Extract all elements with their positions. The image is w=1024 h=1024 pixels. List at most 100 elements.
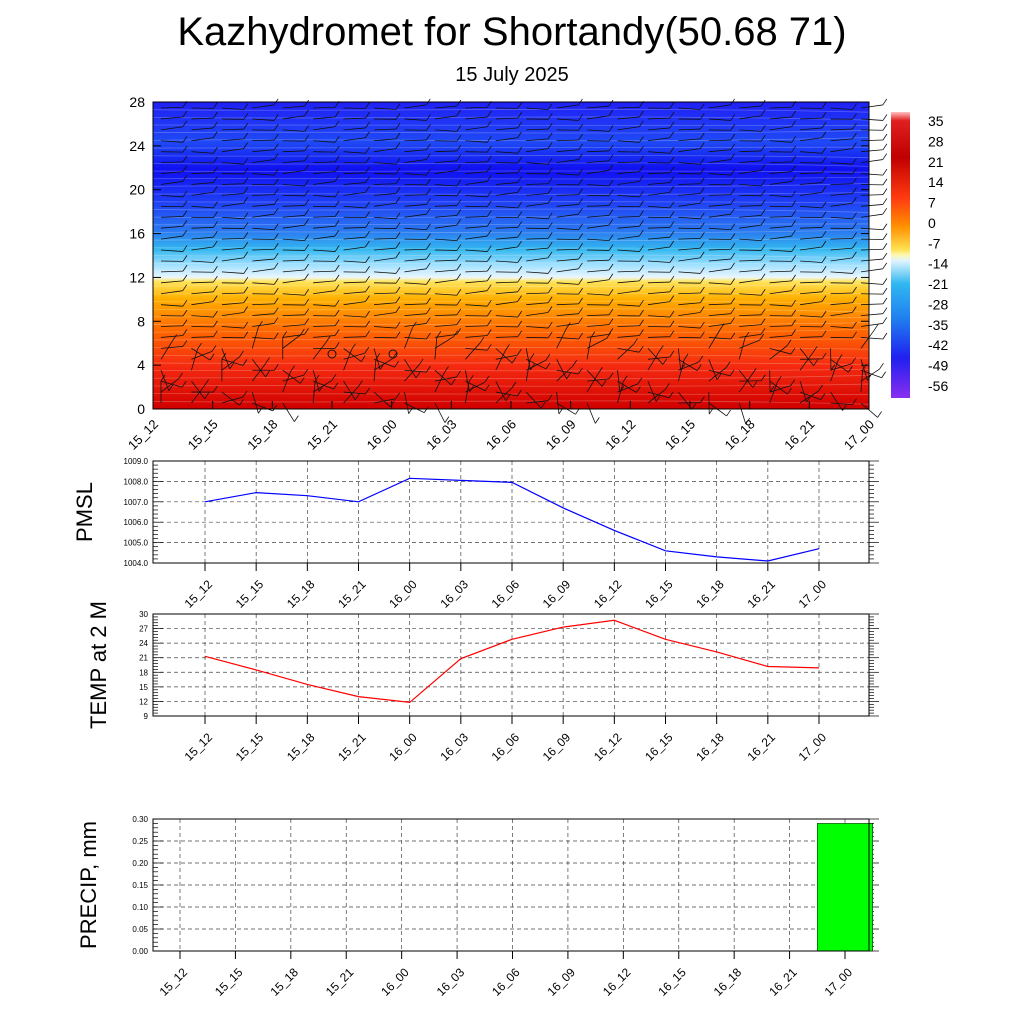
wind-barb <box>526 354 551 371</box>
wind-barb <box>495 131 522 142</box>
wind-barb <box>678 157 705 165</box>
wind-barb <box>160 255 188 262</box>
wind-barb <box>465 344 492 351</box>
wind-barb <box>465 110 492 120</box>
contour-line <box>152 338 870 341</box>
wind-barb <box>343 230 370 240</box>
wind-barb <box>799 346 818 371</box>
wind-barb <box>343 111 370 120</box>
wind-barb <box>282 99 309 109</box>
wind-barb <box>160 370 174 391</box>
wind-barb <box>343 387 370 395</box>
y-tick-label: 21 <box>139 654 148 663</box>
wind-barb <box>404 233 431 240</box>
wind-barb <box>708 198 736 207</box>
wind-barb <box>434 109 462 120</box>
wind-barb <box>221 177 249 185</box>
wind-barb <box>647 186 675 196</box>
wind-barb <box>800 221 827 229</box>
wind-barb <box>252 178 279 186</box>
wind-barb <box>769 347 796 355</box>
x-tick-label: 15_15 <box>233 577 267 611</box>
wind-barb <box>191 285 218 295</box>
wind-barb <box>191 256 218 263</box>
wind-barb <box>860 153 888 164</box>
wind-barb <box>252 262 279 273</box>
wind-barb <box>374 113 401 120</box>
x-tick-label: 15_18 <box>284 730 318 764</box>
wind-barb <box>800 256 827 263</box>
wind-barb <box>830 103 857 110</box>
wind-barb <box>465 165 492 174</box>
wind-barb <box>374 157 401 165</box>
wind-barb <box>495 201 523 209</box>
wind-barb <box>160 145 188 153</box>
wind-barb <box>343 266 370 273</box>
x-tick-label: 15_18 <box>244 417 280 453</box>
x-tick-label: 16_00 <box>386 577 420 611</box>
wind-barb <box>556 233 583 240</box>
wind-barb <box>160 120 188 131</box>
wind-barb <box>617 264 644 273</box>
wind-barb <box>221 167 249 175</box>
wind-barb <box>252 307 279 316</box>
wind-barb <box>252 124 279 131</box>
y-tick-label: 0.20 <box>132 859 148 868</box>
x-tick-label: 16_18 <box>693 730 727 764</box>
wind-barb <box>282 179 310 187</box>
wind-barb <box>373 348 385 370</box>
x-tick-label: 16_00 <box>364 417 400 453</box>
wind-barb <box>282 369 305 384</box>
panel-frame <box>152 818 870 952</box>
wind-barb <box>495 256 523 263</box>
wind-barb <box>313 190 340 198</box>
wind-barb <box>160 380 187 388</box>
x-tick-label: 16_06 <box>483 417 519 453</box>
wind-barb <box>526 286 553 295</box>
wind-barb <box>191 295 218 306</box>
wind-barb <box>708 114 736 121</box>
x-tick-label: 15_21 <box>335 730 369 764</box>
contour-line <box>152 176 870 180</box>
wind-barb <box>343 285 370 295</box>
y-tick-label: 1008.0 <box>124 477 149 486</box>
wind-barb <box>617 110 644 120</box>
wind-barb <box>313 165 340 174</box>
wind-barb <box>404 114 431 121</box>
wind-barb <box>221 241 249 251</box>
wind-barb <box>617 284 644 295</box>
wind-barb <box>252 207 279 218</box>
x-tick-label: 16_15 <box>642 730 676 764</box>
y-axis-title: PRECIP, mm <box>76 821 101 949</box>
y-tick-label: 30 <box>139 610 148 619</box>
wind-barb <box>191 275 218 284</box>
wind-barb <box>252 317 279 327</box>
wind-barb <box>191 176 218 185</box>
wind-barb <box>830 197 857 207</box>
wind-barb <box>587 189 614 197</box>
page-subtitle: 15 July 2025 <box>455 64 569 86</box>
wind-barb <box>647 383 670 404</box>
wind-barb <box>404 359 421 379</box>
wind-barb <box>252 364 279 371</box>
y-tick-label: 15 <box>139 683 148 692</box>
x-tick-label: 16_18 <box>722 417 758 453</box>
wind-barb <box>434 298 462 306</box>
wind-barb <box>495 266 523 273</box>
wind-barb <box>343 176 370 185</box>
wind-barb <box>739 199 766 207</box>
wind-barb <box>191 156 218 164</box>
wind-barb <box>678 113 705 120</box>
wind-barb <box>404 365 431 373</box>
wind-barb <box>860 307 888 316</box>
wind-barb <box>830 296 857 306</box>
wind-barb <box>495 176 523 185</box>
contour-line <box>152 275 870 280</box>
wind-barb <box>860 324 879 349</box>
wind-barb <box>434 289 462 296</box>
contour-line <box>152 237 870 241</box>
wind-barb <box>830 222 857 229</box>
wind-barb <box>800 102 827 109</box>
wind-barb <box>586 402 600 424</box>
wind-barb <box>343 156 370 164</box>
